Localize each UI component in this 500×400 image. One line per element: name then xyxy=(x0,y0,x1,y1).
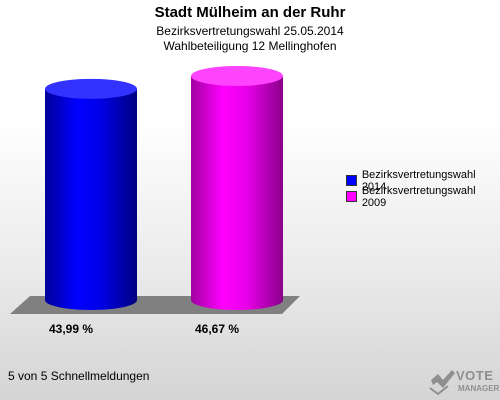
logo-text-vote: VOTE xyxy=(456,368,494,383)
bar-2009: 46,67 % xyxy=(191,65,283,336)
chart-title: Stadt Mülheim an der Ruhr xyxy=(154,4,346,21)
ballot-check-icon xyxy=(429,370,455,396)
bar-top-2009 xyxy=(191,65,283,86)
legend-item-2014: Bezirksvertretungswahl 2014 xyxy=(346,169,500,193)
legend-item-2009: Bezirksvertretungswahl 2009 xyxy=(346,185,500,209)
chart-subtitle-election: Bezirksvertretungswahl 25.05.2014 xyxy=(156,24,344,38)
votemanager-logo: VOTE MANAGER xyxy=(428,364,500,398)
legend-swatch-2014 xyxy=(346,175,357,186)
legend-label-2014: Bezirksvertretungswahl 2014 xyxy=(361,168,476,193)
bar-body-2009 xyxy=(191,75,283,310)
bar-value-label-2014: 43,99 % xyxy=(49,322,93,336)
bar-body-2014 xyxy=(45,88,137,311)
logo-text-manager: MANAGER xyxy=(458,384,500,393)
chart-legend: Bezirksvertretungswahl 2014 Bezirksvertr… xyxy=(346,169,500,209)
bar-top-2014 xyxy=(45,78,137,99)
bar-2014: 43,99 % xyxy=(45,78,137,336)
legend-label-2009: Bezirksvertretungswahl 2009 xyxy=(361,184,476,209)
bar-value-label-2009: 46,67 % xyxy=(195,322,239,336)
bar-chart: 43,99 % 46,67 % xyxy=(10,65,300,336)
footer-status: 5 von 5 Schnellmeldungen xyxy=(8,369,150,383)
chart-subtitle-district: Wahlbeteiligung 12 Mellinghofen xyxy=(163,39,337,53)
legend-swatch-2009 xyxy=(346,191,357,202)
